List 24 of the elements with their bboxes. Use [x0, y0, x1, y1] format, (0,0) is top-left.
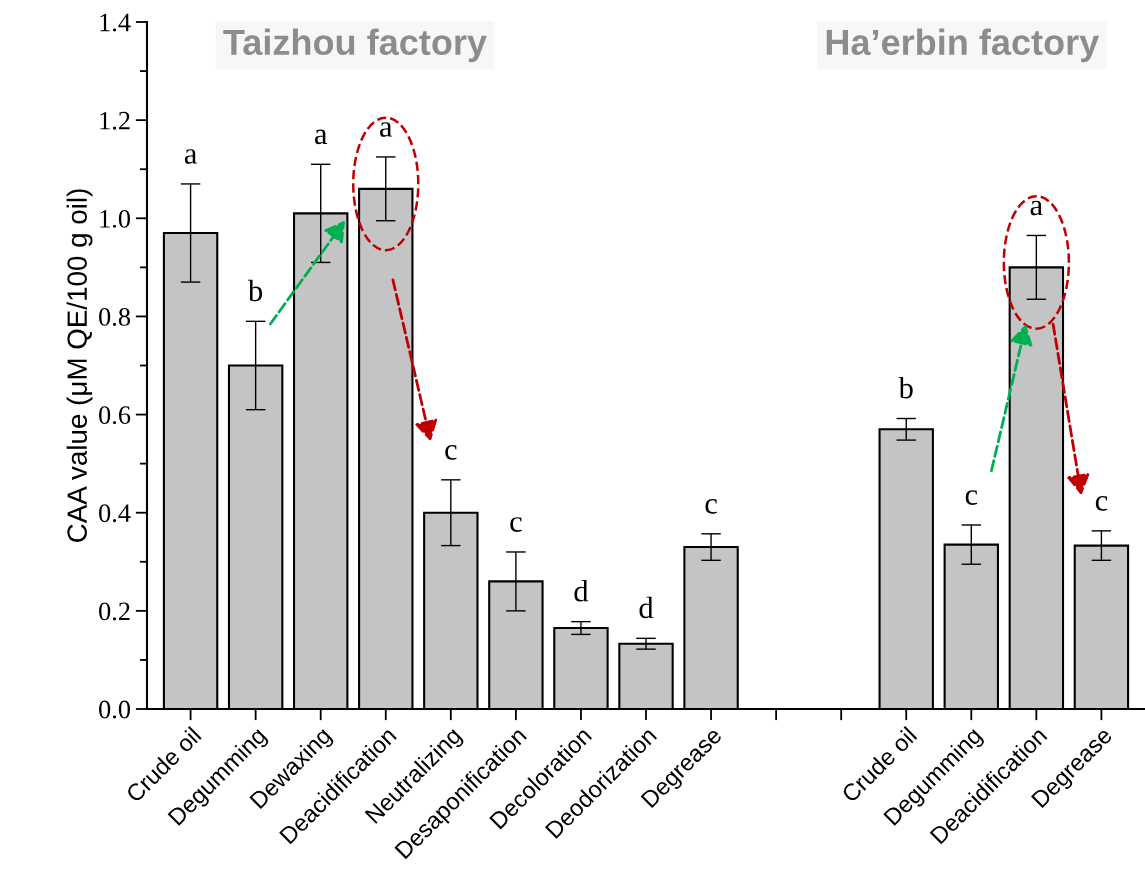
data-label: d: [574, 580, 589, 602]
y-tick-label: 1.4: [100, 13, 131, 32]
data-label: a: [315, 129, 328, 145]
data-label: c: [705, 499, 717, 514]
data-label: c: [1095, 496, 1108, 511]
annotation: Ha’erbin factory: [826, 28, 1100, 63]
y-tick-label: 1.2: [100, 111, 130, 130]
data-label: b: [248, 279, 263, 302]
data-label: c: [510, 517, 522, 532]
data-label: d: [639, 596, 654, 619]
y-tick-label: 0.2: [99, 602, 130, 621]
data-label: a: [380, 122, 393, 137]
y-tick-label: 0.4: [99, 504, 131, 523]
data-label: c: [965, 490, 978, 505]
data-label: a: [1030, 200, 1043, 216]
y-tick-label: 0.8: [99, 308, 131, 326]
y-tick-label: 1.0: [100, 209, 131, 228]
annotation: Taizhou factory: [223, 28, 487, 63]
y-tick-label: 0.0: [99, 700, 131, 719]
data-label: b: [898, 376, 913, 399]
y-axis-title: CAA value (μM QE/100 g oil): [66, 189, 93, 542]
y-tick-label: 0.6: [99, 406, 131, 425]
data-label: c: [445, 445, 457, 460]
data-label: a: [184, 149, 197, 164]
